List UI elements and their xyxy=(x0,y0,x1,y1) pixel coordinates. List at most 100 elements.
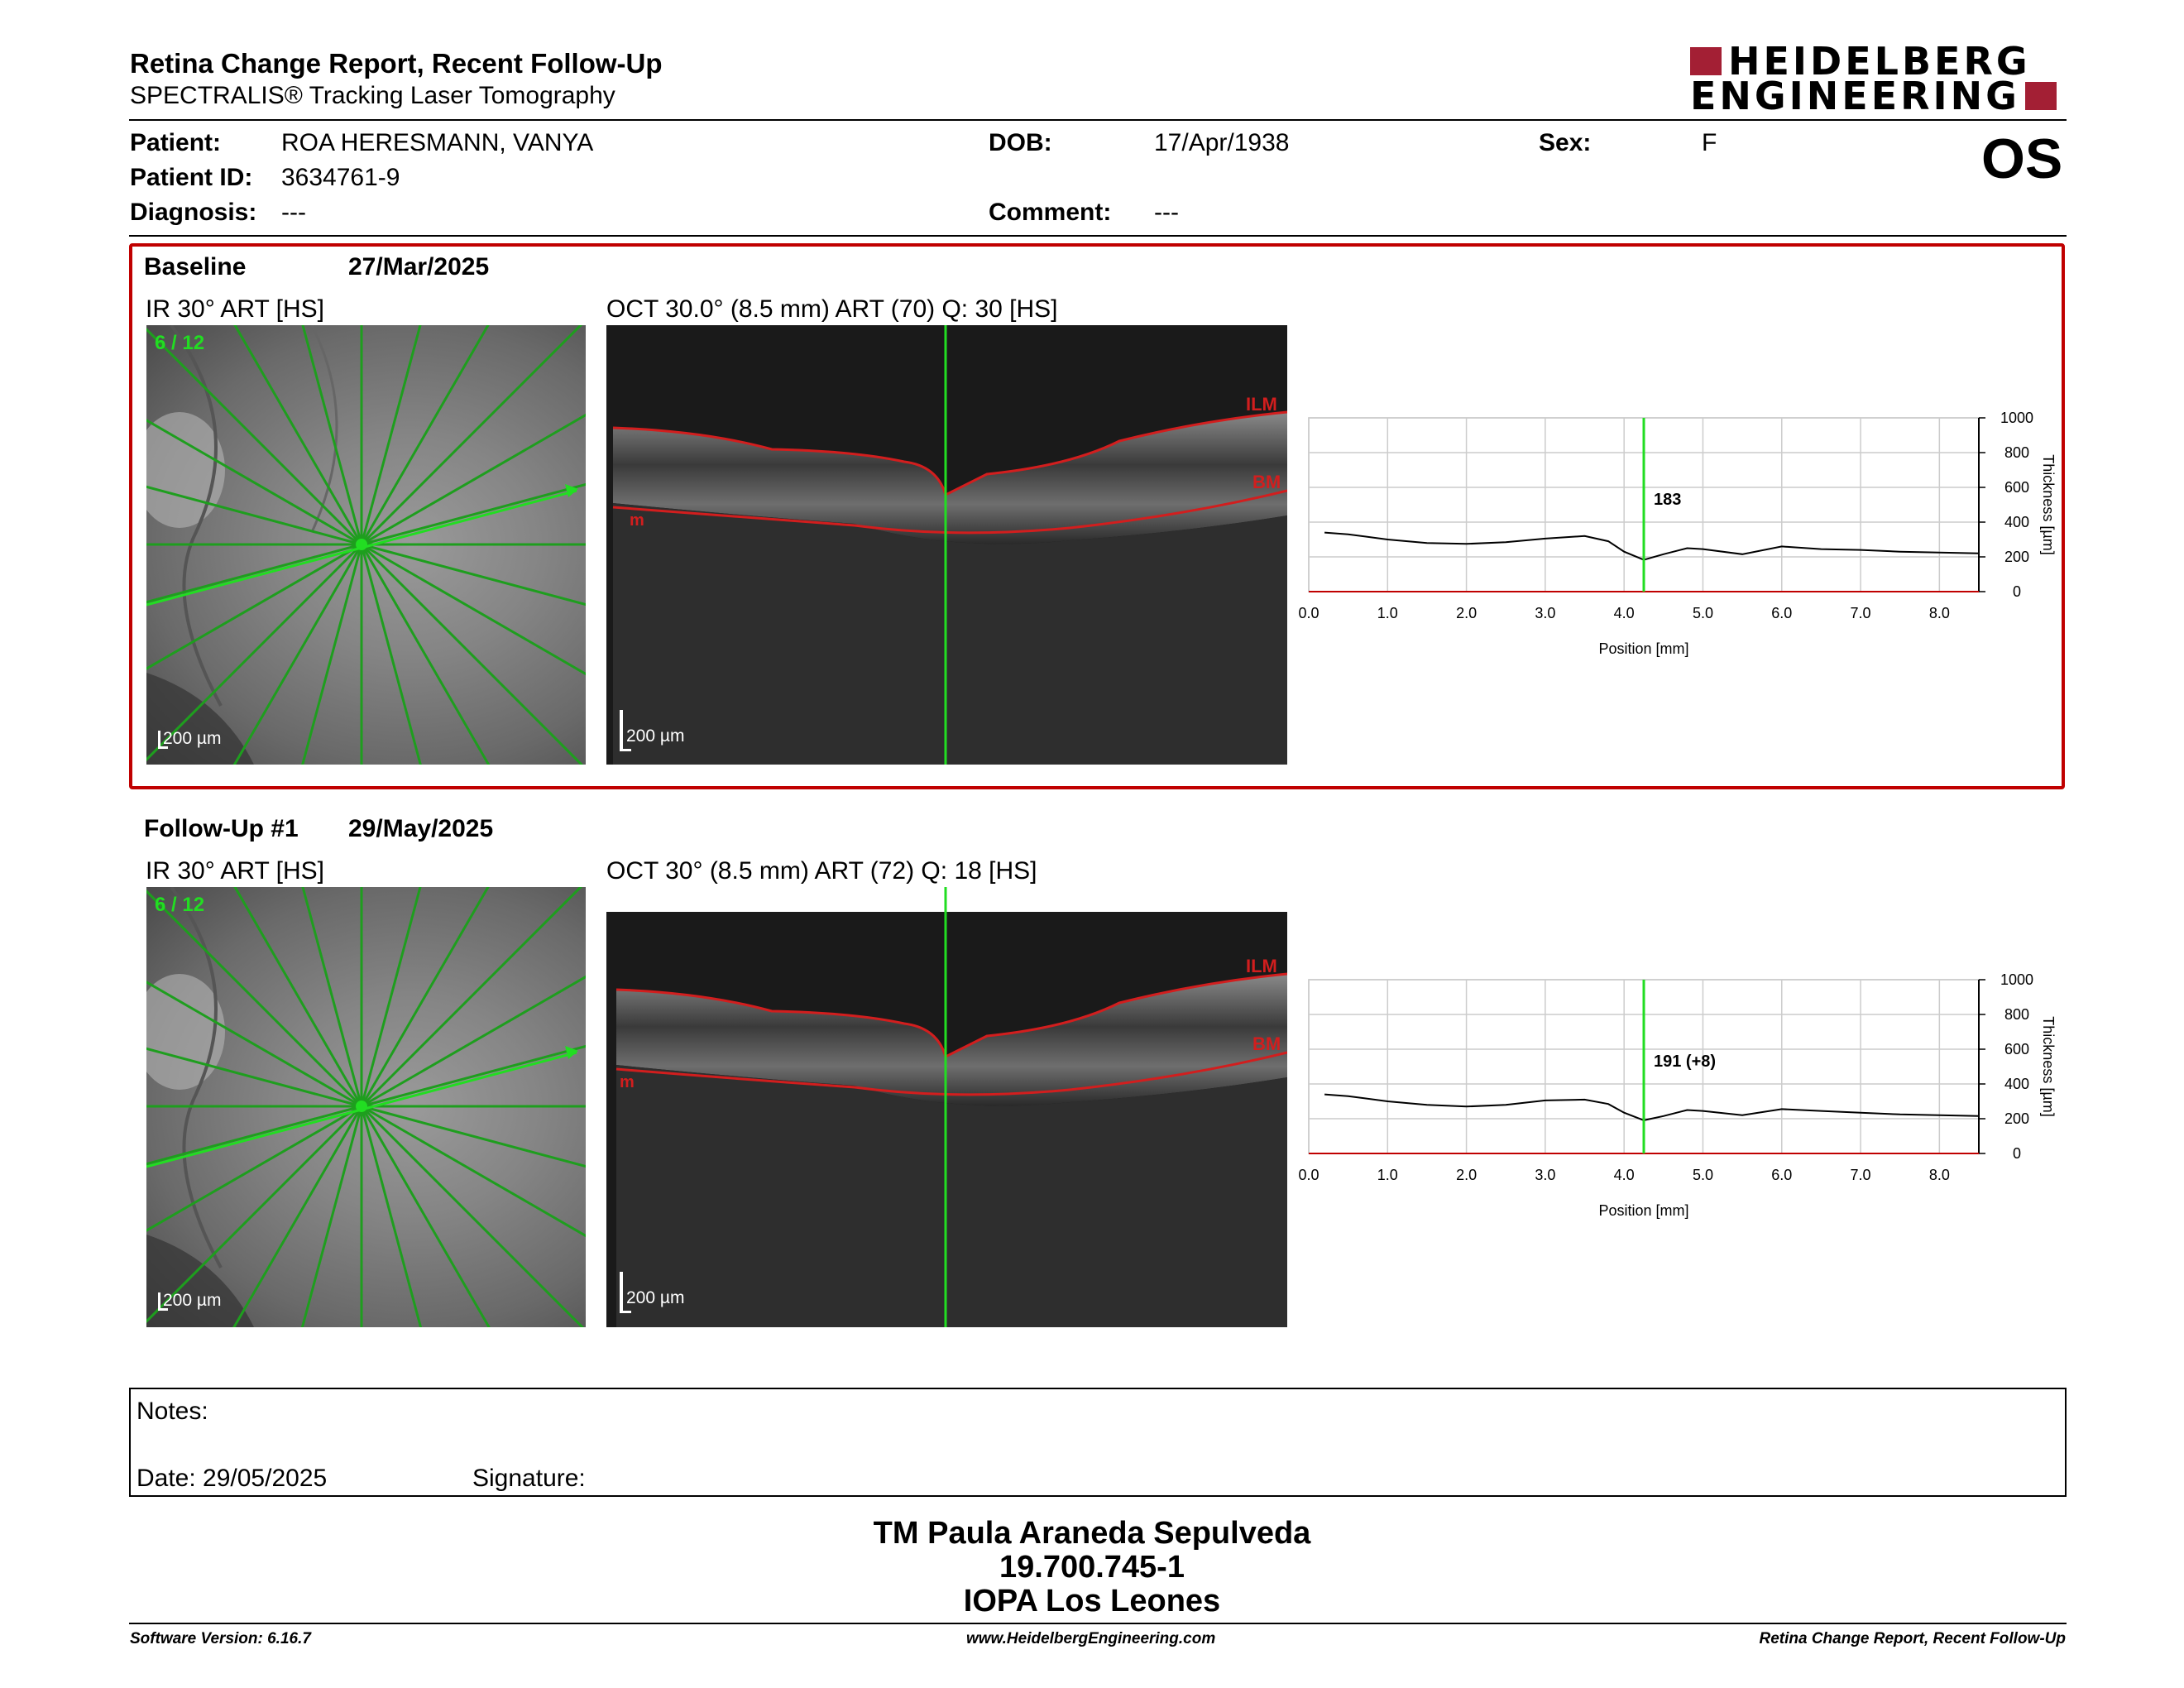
x-axis-label: Position [mm] xyxy=(1598,640,1688,657)
baseline-date: 27/Mar/2025 xyxy=(348,253,490,281)
baseline-ilm-label: ILM xyxy=(1246,394,1277,415)
radial-scan-line xyxy=(146,981,362,1108)
y-tick-label: 1000 xyxy=(2000,410,2033,426)
y-tick-label: 800 xyxy=(2004,444,2029,461)
x-tick-label: 7.0 xyxy=(1851,1167,1871,1183)
followup-oct-caption: OCT 30° (8.5 mm) ART (72) Q: 18 [HS] xyxy=(606,857,1037,885)
baseline-oct-layers xyxy=(612,325,1287,765)
x-tick-label: 6.0 xyxy=(1771,605,1792,621)
x-tick-label: 1.0 xyxy=(1377,1167,1398,1183)
y-tick-label: 200 xyxy=(2004,549,2029,565)
x-tick-label: 8.0 xyxy=(1929,1167,1950,1183)
scale-bar-icon xyxy=(158,1292,160,1311)
radial-scan-line xyxy=(146,889,363,1108)
radial-scan-line xyxy=(232,544,363,765)
comment-label: Comment: xyxy=(989,199,1112,226)
patient-id-label: Patient ID: xyxy=(130,164,253,191)
radial-scan-line xyxy=(233,325,363,545)
followup-scan-counter: 6 / 12 xyxy=(155,894,205,916)
baseline-oct-caption: OCT 30.0° (8.5 mm) ART (70) Q: 30 [HS] xyxy=(606,295,1058,323)
radial-scan-line xyxy=(361,413,586,546)
logo-square-icon xyxy=(2024,82,2057,110)
x-tick-label: 5.0 xyxy=(1693,1167,1713,1183)
radial-scan-line xyxy=(146,1105,362,1232)
signer-name: TM Paula Araneda Sepulveda xyxy=(873,1516,1311,1551)
patient-id: 3634761-9 xyxy=(281,164,400,191)
radial-scan-line xyxy=(232,1105,363,1327)
radial-scan-line xyxy=(360,1105,491,1327)
radial-scan-line xyxy=(301,325,363,545)
scale-bar-icon xyxy=(158,731,160,749)
y-tick-label: 200 xyxy=(2004,1110,2029,1127)
followup-ilm-label: ILM xyxy=(1246,956,1277,976)
report-title: Retina Change Report, Recent Follow-Up xyxy=(130,48,663,79)
followup-thickness-chart: 0.0 1.0 2.0 3.0 4.0 5.0 6.0 7.0 8.0 0 200 400 600 800… xyxy=(1299,971,2057,1219)
x-tick-label: 7.0 xyxy=(1851,605,1871,621)
radial-scan-line xyxy=(146,543,362,670)
followup-bm-label: BM xyxy=(1252,1033,1281,1054)
y-tick-label: 600 xyxy=(2004,1041,2029,1057)
notes-box[interactable]: Notes: Date: 29/05/2025 Signature: xyxy=(129,1388,2067,1497)
baseline-ir-fundus-image: 6 / 12 200 µm xyxy=(146,325,586,765)
x-tick-label: 4.0 xyxy=(1614,1167,1635,1183)
radial-scan-line xyxy=(360,1105,423,1327)
radial-scan-line xyxy=(146,1047,362,1108)
followup-radial-scan-overlay xyxy=(146,887,586,1327)
x-tick-label: 6.0 xyxy=(1771,1167,1792,1183)
radial-scan-line xyxy=(361,1044,586,1108)
radial-scan-line xyxy=(361,1105,586,1238)
radial-scan-line xyxy=(146,543,363,762)
radial-scan-line xyxy=(360,887,490,1107)
radial-scan-line xyxy=(360,325,583,546)
radial-scan-line xyxy=(360,325,490,545)
followup-ir-caption: IR 30° ART [HS] xyxy=(146,857,324,885)
sex-value: F xyxy=(1702,129,1717,156)
followup-oct-layers xyxy=(606,887,1287,1327)
software-version: Software Version: 6.16.7 xyxy=(130,1630,311,1647)
heidelberg-logo: HEIDELBERG ENGINEERING xyxy=(1690,42,2071,118)
x-tick-label: 3.0 xyxy=(1535,1167,1555,1183)
marker-value-label: 191 (+8) xyxy=(1654,1053,1716,1071)
baseline-bm-label: BM xyxy=(1252,472,1281,492)
radial-scan-line xyxy=(360,544,491,765)
website-link[interactable]: www.HeidelbergEngineering.com xyxy=(966,1630,1216,1647)
x-tick-label: 0.0 xyxy=(1299,605,1320,621)
radial-scan-line xyxy=(360,543,584,765)
radial-scan-line xyxy=(300,1105,363,1327)
sex-label: Sex: xyxy=(1539,129,1592,156)
x-tick-label: 3.0 xyxy=(1535,605,1555,621)
patient-label: Patient: xyxy=(130,129,222,156)
diagnosis-label: Diagnosis: xyxy=(130,199,257,226)
patient-name: ROA HERESMANN, VANYA xyxy=(281,129,594,156)
y-tick-label: 800 xyxy=(2004,1006,2029,1023)
radial-scan-line xyxy=(301,887,363,1107)
dob-value: 17/Apr/1938 xyxy=(1154,129,1290,156)
thickness-series-line xyxy=(1324,1093,1980,1121)
x-tick-label: 2.0 xyxy=(1456,1167,1477,1183)
notes-date: Date: 29/05/2025 xyxy=(136,1465,328,1492)
thickness-series-line xyxy=(1324,531,1980,561)
baseline-ir-scale: 200 µm xyxy=(163,729,222,748)
diagnosis-value: --- xyxy=(281,199,306,226)
baseline-label: Baseline xyxy=(144,253,247,281)
baseline-thickness-chart: 0.0 1.0 2.0 3.0 4.0 5.0 6.0 7.0 8.0 0 200 400 600 800… xyxy=(1299,410,2057,657)
x-tick-label: 8.0 xyxy=(1929,605,1950,621)
logo-line-2: ENGINEERING xyxy=(1690,74,2020,118)
x-tick-label: 2.0 xyxy=(1456,605,1477,621)
y-tick-label: 400 xyxy=(2004,1076,2029,1092)
x-tick-label: 1.0 xyxy=(1377,605,1398,621)
followup-oct-bscan: ILM BM m 200 µm xyxy=(606,887,1287,1327)
y-tick-label: 600 xyxy=(2004,479,2029,496)
baseline-highlight-box xyxy=(129,243,2065,789)
y-tick-label: 0 xyxy=(2013,1145,2021,1162)
scale-bar-icon xyxy=(620,710,623,751)
x-tick-label: 4.0 xyxy=(1614,605,1635,621)
header-divider xyxy=(129,119,2067,121)
radial-scan-line xyxy=(360,887,583,1108)
radial-scan-line xyxy=(146,419,362,546)
signer-org: IOPA Los Leones xyxy=(963,1584,1221,1618)
footer-divider xyxy=(129,1623,2067,1624)
radial-scan-line xyxy=(360,1105,585,1327)
followup-ir-scale: 200 µm xyxy=(163,1291,222,1310)
radial-scan-line xyxy=(361,482,586,546)
